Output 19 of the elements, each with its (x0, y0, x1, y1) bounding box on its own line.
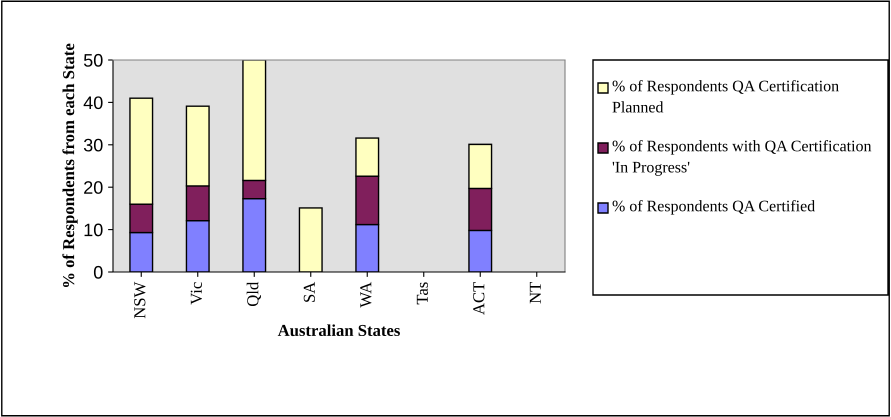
legend-label: % of Respondents QA Certification Planned (612, 80, 839, 113)
x-tick-label: Qld (246, 282, 261, 306)
x-tick-label: Vic (190, 282, 202, 305)
x-tick-label: ACT (473, 282, 484, 315)
y-tick-label: 20 (84, 181, 103, 194)
x-tick-label: Tas (416, 282, 428, 304)
y-tick-label: 50 (84, 54, 103, 67)
y-tick-label: 40 (84, 96, 103, 110)
x-tick-label: NT (530, 282, 541, 304)
x-tick-label: SA (304, 282, 315, 302)
y-axis-title: % of Respondents from each State (62, 44, 78, 288)
y-tick-label: 10 (84, 224, 103, 236)
x-tick-label: NSW (134, 282, 146, 318)
y-tick-label: 0 (94, 266, 103, 279)
x-tick-label: WA (360, 282, 372, 308)
x-axis-title: Australian States (278, 324, 400, 336)
y-tick-label: 30 (84, 138, 103, 152)
legend-label: % of Respondents with QA Certification 'In Progress' (612, 140, 872, 176)
legend-label: % of Respondents QA Certified (612, 200, 815, 215)
